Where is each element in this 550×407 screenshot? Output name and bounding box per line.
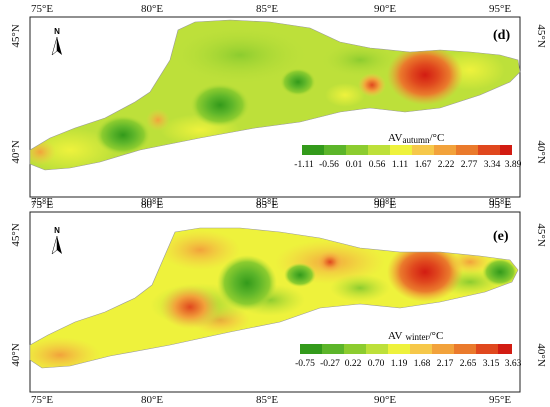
panel-e-outline: [29, 227, 519, 369]
panel-e-top-label-90: 90°E: [374, 199, 396, 211]
panel-e-swatch-9: [476, 344, 498, 354]
panel-d-right-label-45: 45°N: [535, 24, 547, 47]
panel-e-swatch-1: [300, 344, 322, 354]
panel-e-legend-value-6: 1.68: [414, 359, 431, 369]
panel-d-legend-value-10: 3.89: [505, 160, 522, 170]
panel-d-left-label-40: 40°N: [10, 140, 22, 163]
panel-d-top-label-95: 95°E: [489, 3, 511, 15]
panel-e-legend-value-7: 2.17: [437, 359, 454, 369]
panel-d-legend-value-3: 0.01: [346, 160, 363, 170]
panel-e-swatch-5: [388, 344, 410, 354]
panel-e-right-label-40: 40°N: [535, 343, 547, 366]
panel-e-top-label-75: 75°E: [31, 199, 53, 211]
panel-e-swatch-7: [432, 344, 454, 354]
panel-e-legend-swatches: [300, 344, 512, 354]
panel-e-right-label-45: 45°N: [535, 223, 547, 246]
panel-d-swatch-8: [456, 145, 478, 155]
panel-e-north-arrow-icon: N: [51, 226, 62, 255]
panel-e-legend-value-9: 3.15: [483, 359, 500, 369]
panel-e-north-label: N: [54, 226, 60, 235]
panel-d-top-label-85: 85°E: [256, 3, 278, 15]
panel-e-top-label-85: 85°E: [256, 199, 278, 211]
panel-e-legend-value-5: 1.19: [391, 359, 408, 369]
panel-e-left-label-40: 40°N: [10, 343, 22, 366]
panel-e-swatch-4: [366, 344, 388, 354]
panel-d-swatch-5: [390, 145, 412, 155]
panel-e-bottom-label-95: 95°E: [489, 394, 511, 406]
panel-e: 75°E 80°E 85°E 90°E 95°E 75°E 80°E 85°E …: [10, 199, 547, 406]
panel-d-bottom-label-80: 80°E: [141, 196, 163, 208]
panel-d-swatch-7: [434, 145, 456, 155]
panel-d-legend-value-4: 0.56: [369, 160, 386, 170]
panel-e-bottom-label-90: 90°E: [374, 394, 396, 406]
panel-e-legend-value-8: 2.65: [460, 359, 477, 369]
panel-d-top-label-80: 80°E: [141, 3, 163, 15]
panel-d-swatch-3: [346, 145, 368, 155]
panel-d-legend: AVautumn/°C -1.11 -0.56 0.01 0.56 1.11 1…: [294, 132, 521, 170]
panel-d-top-label-75: 75°E: [31, 3, 53, 15]
panel-d-bottom-label-85: 85°E: [256, 196, 278, 208]
panel-e-legend-value-10: 3.63: [505, 359, 522, 369]
panel-d-bottom-label-75: 75°E: [31, 196, 53, 208]
panel-d-left-label-45: 45°N: [10, 24, 22, 47]
panel-d-bottom-label-95: 95°E: [489, 196, 511, 208]
panel-e-legend-value-3: 0.22: [345, 359, 362, 369]
panel-e-legend-title: AV winter/°C: [388, 330, 443, 342]
panel-d-swatch-2: [324, 145, 346, 155]
panel-d-outline: [29, 19, 521, 171]
panel-d-swatch-1: [302, 145, 324, 155]
panel-d: 75°E 80°E 85°E 90°E 95°E 75°E 80°E 85°E …: [10, 3, 547, 208]
panel-d-north-label: N: [54, 27, 60, 36]
panel-e-swatch-10: [498, 344, 512, 354]
panel-d-legend-value-8: 2.77: [461, 160, 478, 170]
panel-e-top-label-80: 80°E: [141, 199, 163, 211]
panel-e-bottom-label-85: 85°E: [256, 394, 278, 406]
panel-d-swatch-4: [368, 145, 390, 155]
panel-d-legend-value-9: 3.34: [484, 160, 501, 170]
panel-d-bottom-label-90: 90°E: [374, 196, 396, 208]
panel-e-legend: AV winter/°C -0.75 -0.27 0.22 0.70 1.19 1…: [295, 330, 521, 369]
panel-e-letter: (e): [493, 229, 509, 244]
panel-e-swatch-2: [322, 344, 344, 354]
panel-d-north-arrow-icon: N: [51, 27, 62, 56]
panel-e-swatch-8: [454, 344, 476, 354]
panel-e-bottom-label-80: 80°E: [141, 394, 163, 406]
panel-e-left-label-45: 45°N: [10, 223, 22, 246]
panel-e-swatch-6: [410, 344, 432, 354]
panel-e-legend-value-1: -0.75: [295, 359, 315, 369]
panel-d-legend-value-1: -1.11: [294, 160, 314, 170]
panel-d-letter: (d): [493, 28, 510, 43]
panel-e-top-label-95: 95°E: [489, 199, 511, 211]
panel-e-legend-value-2: -0.27: [320, 359, 340, 369]
panel-d-legend-value-2: -0.56: [319, 160, 339, 170]
panel-d-legend-value-7: 2.22: [438, 160, 455, 170]
panel-d-top-label-90: 90°E: [374, 3, 396, 15]
panel-d-legend-value-5: 1.11: [392, 160, 409, 170]
panel-e-swatch-3: [344, 344, 366, 354]
panel-d-swatch-9: [478, 145, 500, 155]
panel-d-legend-swatches: [302, 145, 512, 155]
panel-d-legend-title: AVautumn/°C: [388, 132, 444, 145]
panel-d-swatch-6: [412, 145, 434, 155]
panel-d-right-label-40: 40°N: [535, 140, 547, 163]
panel-e-bottom-label-75: 75°E: [31, 394, 53, 406]
panel-e-legend-value-4: 0.70: [368, 359, 385, 369]
panel-d-legend-value-6: 1.67: [415, 160, 432, 170]
panel-d-swatch-10: [500, 145, 512, 155]
